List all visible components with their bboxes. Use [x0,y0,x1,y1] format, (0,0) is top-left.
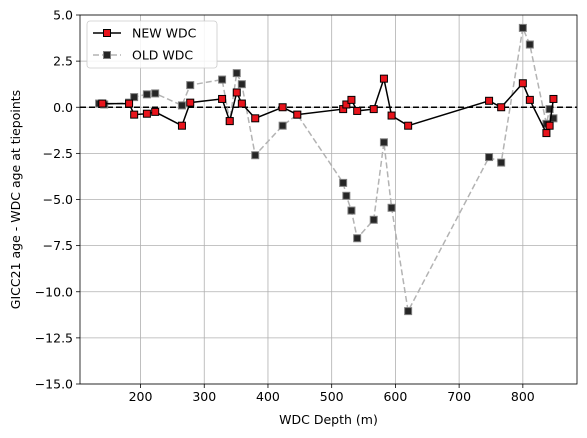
y-tick-label: −5.0 [43,192,73,207]
data-point-old-wdc [278,121,287,130]
data-point-new-wdc [518,79,527,88]
y-tick-label: 0.0 [53,100,73,115]
data-point-old-wdc [485,153,494,162]
data-point-old-wdc [251,151,260,160]
data-point-new-wdc [369,105,378,114]
data-point-old-wdc [177,101,186,110]
data-point-old-wdc [353,234,362,243]
data-point-old-wdc [379,138,388,147]
data-point-old-wdc [387,203,396,212]
data-point-old-wdc [151,89,160,98]
legend: NEW WDC OLD WDC [86,20,218,69]
x-tick-label: 800 [511,389,535,404]
data-point-new-wdc [387,111,396,120]
data-point-old-wdc [404,307,413,316]
data-point-old-wdc [142,90,151,99]
data-point-new-wdc [237,99,246,108]
x-tick-label: 400 [256,389,280,404]
y-axis-label: GICC21 age - WDC age at tiepoints [8,90,23,309]
y-tick-label: 2.5 [53,54,73,69]
x-axis-ticks: 200 300 400 500 600 700 800 [129,384,535,404]
data-point-old-wdc [369,215,378,224]
legend-entry-old-wdc: OLD WDC [93,48,193,63]
data-point-new-wdc [545,121,554,130]
data-point-new-wdc [177,121,186,130]
y-tick-label: −7.5 [43,238,73,253]
x-tick-label: 600 [383,389,407,404]
data-point-new-wdc [218,94,227,103]
data-point-old-wdc [237,80,246,89]
legend-label-new-wdc: NEW WDC [132,26,197,41]
x-tick-label: 700 [447,389,471,404]
data-point-new-wdc [342,100,351,109]
data-point-new-wdc [525,95,534,104]
data-point-new-wdc [549,94,558,103]
legend-marker-new-wdc [103,29,111,37]
legend-marker-old-wdc [103,51,111,59]
data-point-new-wdc [232,88,241,97]
y-tick-label: −10.0 [35,284,73,299]
data-point-old-wdc [218,75,227,84]
data-point-old-wdc [339,178,348,187]
data-point-new-wdc [353,106,362,115]
data-point-old-wdc [518,23,527,32]
x-tick-label: 500 [320,389,344,404]
data-point-new-wdc [98,99,107,108]
y-tick-label: 5.0 [53,8,73,23]
data-point-old-wdc [130,93,139,102]
data-point-new-wdc [347,95,356,104]
y-axis-ticks: −15.0 −12.5 −10.0 −7.5 −5.0 −2.5 0.0 2.5 5.0 [35,8,80,392]
data-point-new-wdc [542,129,551,138]
data-point-new-wdc [293,110,302,119]
data-point-new-wdc [186,98,195,107]
data-point-new-wdc [485,96,494,105]
data-point-new-wdc [379,74,388,83]
legend-label-old-wdc: OLD WDC [132,48,193,63]
y-tick-label: −2.5 [43,146,73,161]
data-point-old-wdc [342,191,351,200]
data-point-new-wdc [151,107,160,116]
series-new-wdc [98,74,558,138]
y-tick-label: −15.0 [35,377,73,392]
data-point-old-wdc [497,158,506,167]
x-tick-label: 200 [129,389,153,404]
y-tick-label: −12.5 [35,330,73,345]
series-layer [95,23,558,316]
data-point-old-wdc [525,40,534,49]
data-point-new-wdc [125,99,134,108]
data-point-new-wdc [130,110,139,119]
data-point-old-wdc [347,206,356,215]
data-point-new-wdc [225,117,234,126]
x-axis-label: WDC Depth (m) [279,412,378,427]
x-tick-label: 300 [192,389,216,404]
data-point-new-wdc [142,109,151,118]
data-point-old-wdc [545,105,554,114]
data-point-new-wdc [278,103,287,112]
data-point-old-wdc [186,81,195,90]
data-point-new-wdc [497,103,506,112]
legend-entry-new-wdc: NEW WDC [93,26,197,41]
data-point-new-wdc [251,114,260,123]
data-point-old-wdc [232,69,241,78]
data-point-new-wdc [404,121,413,130]
